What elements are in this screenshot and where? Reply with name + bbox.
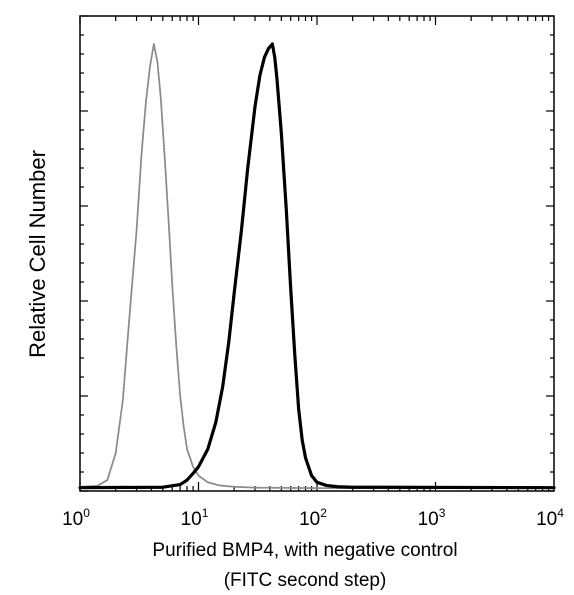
- plot-frame: [79, 15, 555, 492]
- x-tick-label-base: 10: [62, 509, 83, 530]
- x-tick-label: 100: [62, 506, 90, 530]
- series-layer: [78, 42, 556, 490]
- x-axis-tick-labels: 100 101 102 103 104: [62, 506, 564, 530]
- series-line-negative-control: [79, 43, 555, 490]
- x-axis-label: Purified BMP4, with negative control: [152, 540, 457, 561]
- x-tick-label-base: 10: [536, 509, 557, 530]
- x-tick-label-base: 10: [418, 509, 439, 530]
- x-tick-label: 102: [299, 506, 327, 530]
- x-axis-ticks: [79, 16, 550, 491]
- x-tick-label-exponent: 3: [439, 506, 446, 520]
- x-axis-label-line2: (FITC second step): [224, 570, 387, 591]
- x-tick-label-exponent: 2: [320, 506, 327, 520]
- x-tick-label-exponent: 4: [557, 506, 564, 520]
- x-tick-label: 104: [536, 506, 564, 530]
- x-tick-label: 103: [418, 506, 446, 530]
- x-tick-label-base: 10: [299, 509, 320, 530]
- series-line-bmp4: [78, 42, 556, 490]
- y-axis-ticks: [80, 15, 554, 492]
- y-axis-label: Relative Cell Number: [25, 150, 50, 358]
- x-tick-label: 101: [181, 506, 209, 530]
- x-tick-label-exponent: 1: [202, 506, 209, 520]
- x-tick-label-exponent: 0: [83, 506, 90, 520]
- x-tick-label-base: 10: [181, 509, 202, 530]
